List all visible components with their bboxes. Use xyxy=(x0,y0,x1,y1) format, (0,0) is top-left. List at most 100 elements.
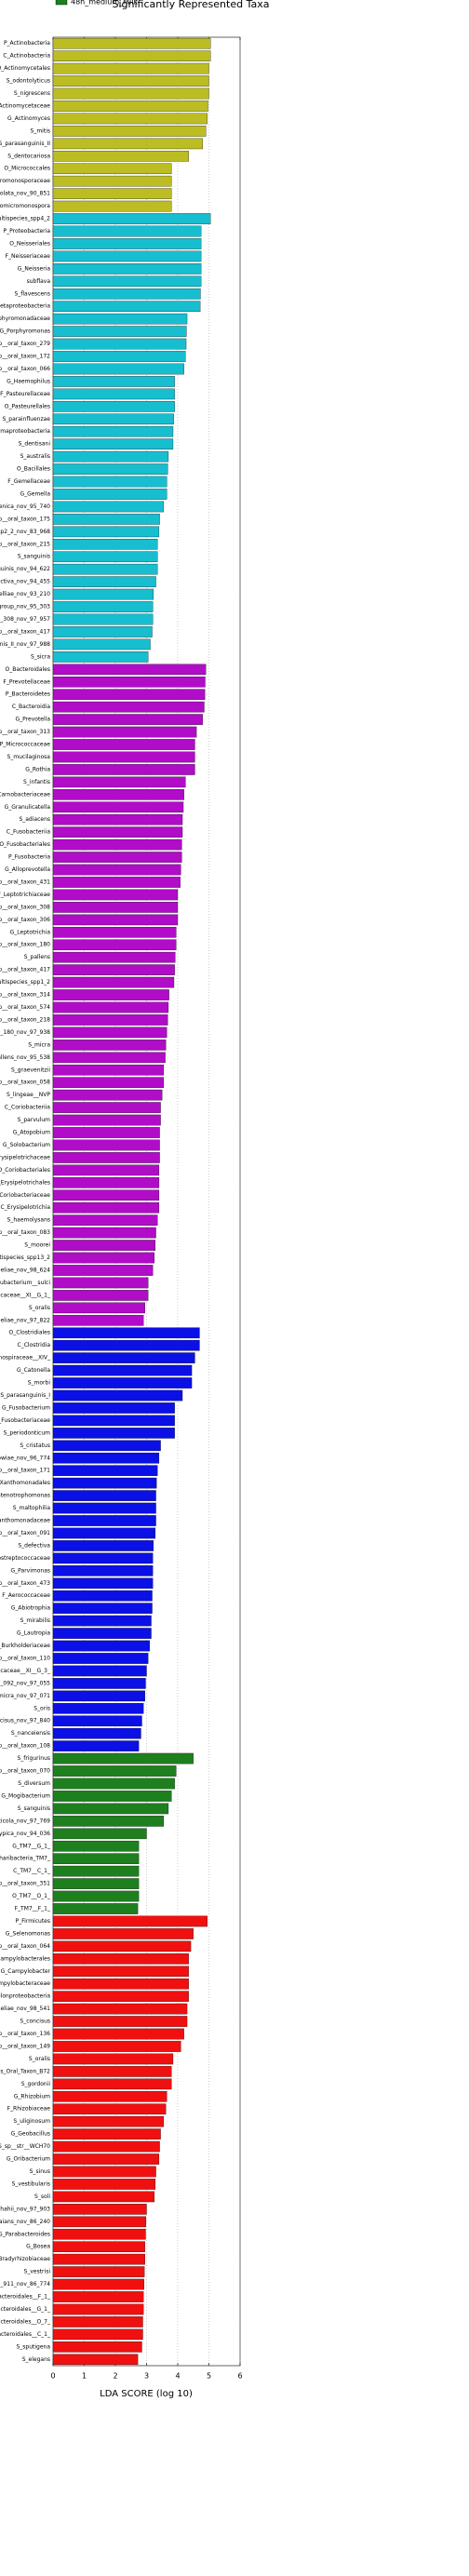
bar xyxy=(52,1903,139,1914)
bar xyxy=(52,213,211,224)
y-tick-label: S_pallens_nov_95_538 xyxy=(0,1054,50,1061)
bar xyxy=(52,2028,184,2040)
bar xyxy=(52,1678,146,1689)
bar xyxy=(52,1240,156,1251)
bar xyxy=(52,288,201,300)
bar xyxy=(52,889,179,901)
y-tick-label: O_TM7__O_1_ xyxy=(12,1893,51,1899)
y-tick-label: O_Erysipelotrichales xyxy=(0,1179,50,1186)
y-tick-label: S_micra_nov_97_071 xyxy=(0,1693,50,1699)
y-tick-label: F_Burkholderiaceae xyxy=(0,1643,50,1649)
bar xyxy=(52,1152,160,1163)
x-tick-label: 5 xyxy=(207,2372,211,2381)
y-tick-label: S_lingeae__NVP xyxy=(7,1092,50,1098)
bar xyxy=(52,714,203,725)
bar xyxy=(52,2216,146,2228)
bar xyxy=(52,1840,140,1852)
bar xyxy=(52,2266,145,2277)
bar xyxy=(52,1089,163,1101)
bar xyxy=(52,413,174,425)
y-tick-label: S_danieliae_nov_98_541 xyxy=(0,2006,50,2012)
y-tick-label: P_Bacteroidetes xyxy=(6,691,50,698)
y-tick-label: S_adiacens xyxy=(19,816,50,823)
bar xyxy=(52,225,202,237)
y-tick-label: F_Neisseriaceae xyxy=(6,253,51,260)
bar xyxy=(52,1615,152,1627)
y-tick-label: C_Bacteroidales__C_1_ xyxy=(0,2331,51,2338)
bar xyxy=(52,338,187,350)
bar xyxy=(52,113,208,125)
y-tick-label: S_sp__oral_taxon_083 xyxy=(0,1229,50,1236)
bar xyxy=(52,576,156,587)
bar xyxy=(52,538,158,550)
y-tick-label: S_sp__oral_taxon_058 xyxy=(0,1080,50,1086)
y-tick-label: S_sicra xyxy=(31,653,50,660)
y-tick-label: S_histicola_nov_97_769 xyxy=(0,1818,50,1824)
y-tick-label: G_Fusobacterium xyxy=(2,1404,50,1411)
bar xyxy=(52,1727,141,1739)
bar xyxy=(52,2153,160,2165)
y-tick-label: S_maltophilia xyxy=(13,1505,51,1511)
bar xyxy=(52,101,208,112)
bar xyxy=(52,1440,161,1452)
y-tick-label: S_sp__oral_taxon_417 xyxy=(0,967,50,973)
bar xyxy=(52,726,197,738)
bar xyxy=(52,450,169,463)
y-tick-label: S_multispecies_spp4_2 xyxy=(0,216,50,222)
x-axis-label: LDA SCORE (log 10) xyxy=(100,2389,193,2399)
bar xyxy=(52,62,209,74)
bar xyxy=(52,2016,188,2027)
y-tick-label: F_Bacteroidales__F_1_ xyxy=(0,2294,51,2301)
y-tick-label: C_TM7__C_1_ xyxy=(13,1868,51,1874)
bar xyxy=(52,1552,154,1564)
y-tick-label: S__Eubacterium__sulci xyxy=(0,1280,50,1286)
bar xyxy=(52,526,160,538)
bar xyxy=(52,638,151,651)
y-tick-label: F_Coriobacteriaceae xyxy=(0,1192,50,1199)
bar xyxy=(52,2115,165,2127)
bar xyxy=(52,2128,161,2140)
bar xyxy=(52,2078,172,2090)
y-tick-label: O_Neisseriales xyxy=(9,240,50,247)
y-tick-label: S_aerolata_nov_90_851 xyxy=(0,191,50,197)
bar xyxy=(52,37,211,49)
bar xyxy=(52,2041,181,2052)
y-tick-label: C_Betaproteobacteria xyxy=(0,303,50,310)
bar xyxy=(52,1177,160,1188)
bar xyxy=(52,764,195,775)
bar xyxy=(52,2341,142,2353)
bar xyxy=(52,651,149,663)
y-tick-label: parvula_group_nov_95_303 xyxy=(0,604,50,610)
y-tick-label: G_Parabacteroides xyxy=(0,2231,50,2237)
y-tick-label: F_Actinomycetaceae xyxy=(0,102,50,109)
bar xyxy=(52,1791,172,1802)
y-tick-label: P_Firmicutes xyxy=(16,1918,50,1925)
y-tick-label: F_Pasteurellaceae xyxy=(0,391,50,397)
y-tick-label: S_sp__oral_taxon_314 xyxy=(0,992,50,999)
bar xyxy=(52,2228,146,2240)
y-tick-label: O_Pasteurellales xyxy=(5,403,50,409)
y-tick-label: F_Peptostreptococcaceae xyxy=(0,1555,50,1562)
y-tick-label: S_sp__oral_taxon_473 xyxy=(0,1580,50,1587)
bar xyxy=(52,87,209,100)
y-tick-label: S_morbi xyxy=(28,1380,51,1387)
bar xyxy=(52,238,202,249)
bar xyxy=(52,425,174,437)
y-tick-label: G_Mogibacterium xyxy=(1,1792,50,1799)
bar xyxy=(52,1816,165,1827)
bar xyxy=(52,1991,189,2002)
y-tick-label: S_diversum xyxy=(18,1780,50,1787)
y-tick-label: F_Lachnospiraceae__XIV_ xyxy=(0,1355,51,1362)
y-tick-label: S_uliginosum xyxy=(13,2118,50,2125)
bar xyxy=(52,175,172,187)
bar xyxy=(52,1214,158,1226)
y-tick-label: S_frigurinus xyxy=(17,1755,50,1762)
bar xyxy=(52,989,169,1000)
y-tick-label: O_Actinomycetales xyxy=(0,65,50,72)
bar xyxy=(52,2066,172,2077)
y-tick-label: G_Actinomyces xyxy=(7,115,50,122)
bar xyxy=(52,1052,166,1064)
y-tick-label: P_Micrococcaceae xyxy=(0,742,50,748)
y-tick-label: G_Prevotella xyxy=(16,717,51,723)
